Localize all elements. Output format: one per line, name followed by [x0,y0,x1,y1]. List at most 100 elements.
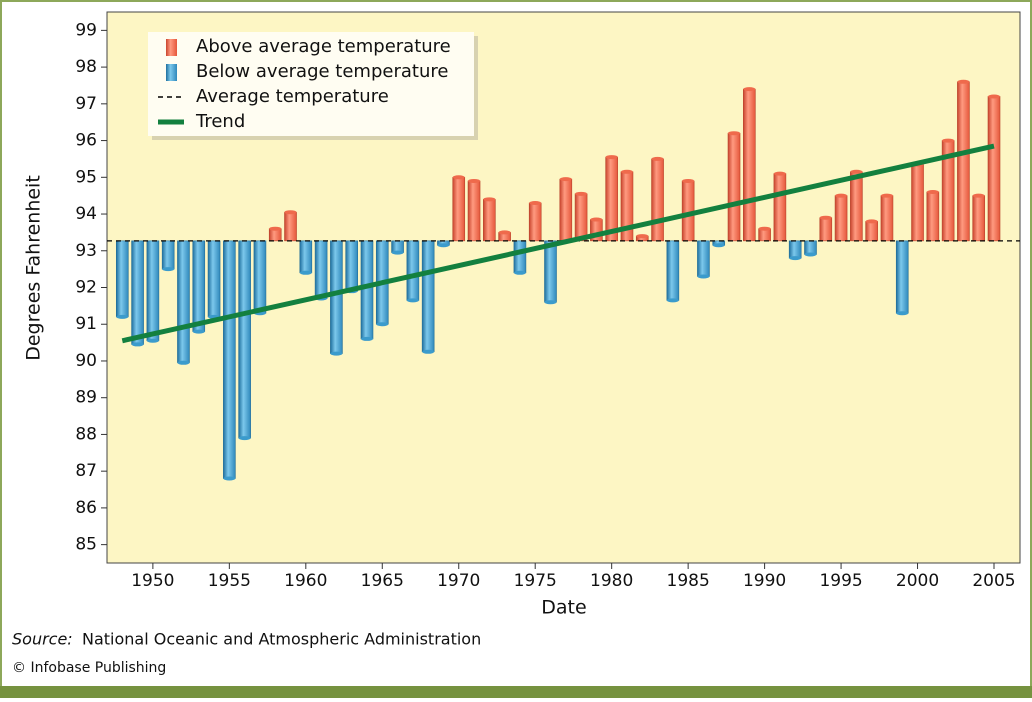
bar-cap [789,256,802,261]
y-tick-label: 88 [75,424,97,444]
bar [513,240,527,274]
bar [345,240,358,292]
bar [528,202,542,242]
bar-cap [376,322,389,327]
y-tick-label: 96 [75,131,97,151]
x-tick-label: 1985 [667,571,710,591]
y-tick-label: 99 [75,20,97,40]
y-tick-label: 91 [75,314,97,334]
bar [911,164,924,242]
bar-cap [620,169,633,174]
bar [926,191,940,242]
bar [804,240,817,255]
bar-cap [697,274,710,279]
bar-cap [988,94,1001,99]
bar-cap [238,436,251,441]
bar-cap [575,191,588,196]
bar-cap [177,360,190,365]
bar-cap [605,155,618,160]
bar [773,173,787,242]
bar-cap [162,267,175,272]
bar-cap [498,230,511,235]
bar-cap [957,79,970,84]
bar-cap [835,193,848,198]
y-axis-label: Degrees Fahrenheit [23,175,45,361]
bar [177,240,190,364]
bar [895,240,909,314]
bar [574,193,588,242]
x-tick-label: 2000 [896,571,939,591]
bar [284,211,297,242]
x-tick-label: 1955 [208,571,251,591]
bottom-strip [0,686,1032,698]
bar [850,171,863,242]
bar [972,195,986,242]
legend-label: Above average temperature [196,36,451,57]
bar [452,177,466,242]
bar [666,240,680,301]
bar [819,217,833,242]
bar-cap [299,270,312,275]
marks [107,79,1020,481]
bar [238,240,251,439]
bar [987,96,1001,242]
bar-cap [712,243,725,248]
y-tick-label: 90 [75,351,97,371]
bar-cap [880,193,893,198]
legend-label: Below average temperature [196,61,448,82]
bar-cap [636,234,649,239]
bar [360,240,374,340]
y-tick-label: 95 [75,167,97,187]
bar [421,240,435,353]
bar [957,81,970,242]
bar [146,240,160,342]
bar-cap [942,138,955,143]
y-tick-label: 97 [75,94,97,114]
bar-cap [804,252,817,257]
bar-cap [360,336,373,341]
bar-cap [666,298,679,303]
bar [697,240,710,277]
bar [788,240,802,259]
legend-label: Trend [195,111,245,132]
y-tick-label: 94 [75,204,97,224]
bar [727,132,741,242]
bar-cap [391,250,404,255]
bar-cap [819,215,832,220]
bar-cap [483,197,496,202]
bar [115,240,129,318]
x-axis-label: Date [541,597,586,619]
bar-cap [468,178,481,183]
bar [865,221,878,242]
bar-cap [406,298,419,303]
bar [467,180,481,242]
x-tick-label: 1965 [361,571,404,591]
bar [299,240,313,274]
bar [559,178,573,242]
bar [330,240,343,354]
bar-cap [116,314,129,319]
legend-label: Average temperature [196,86,389,107]
bar [161,240,175,270]
bar-cap [559,177,572,182]
bar-cap [850,169,863,174]
bar-cap [284,210,297,215]
bar-cap [773,171,786,176]
bar-cap [192,329,205,334]
bar [207,240,221,318]
legend-box [148,32,474,136]
y-tick-label: 92 [75,278,97,298]
source: National Oceanic and Atmospheric Adminis… [82,630,481,649]
y-tick-label: 87 [75,461,97,481]
bar [192,240,206,332]
bar-cap [422,349,435,354]
bar [651,158,664,242]
bar [544,240,557,303]
credit: © Infobase Publishing [12,660,166,676]
bar-cap [330,351,343,356]
x-tick-label: 1995 [819,571,862,591]
bar [880,195,894,242]
bar [253,240,267,314]
bar-cap [513,270,526,275]
